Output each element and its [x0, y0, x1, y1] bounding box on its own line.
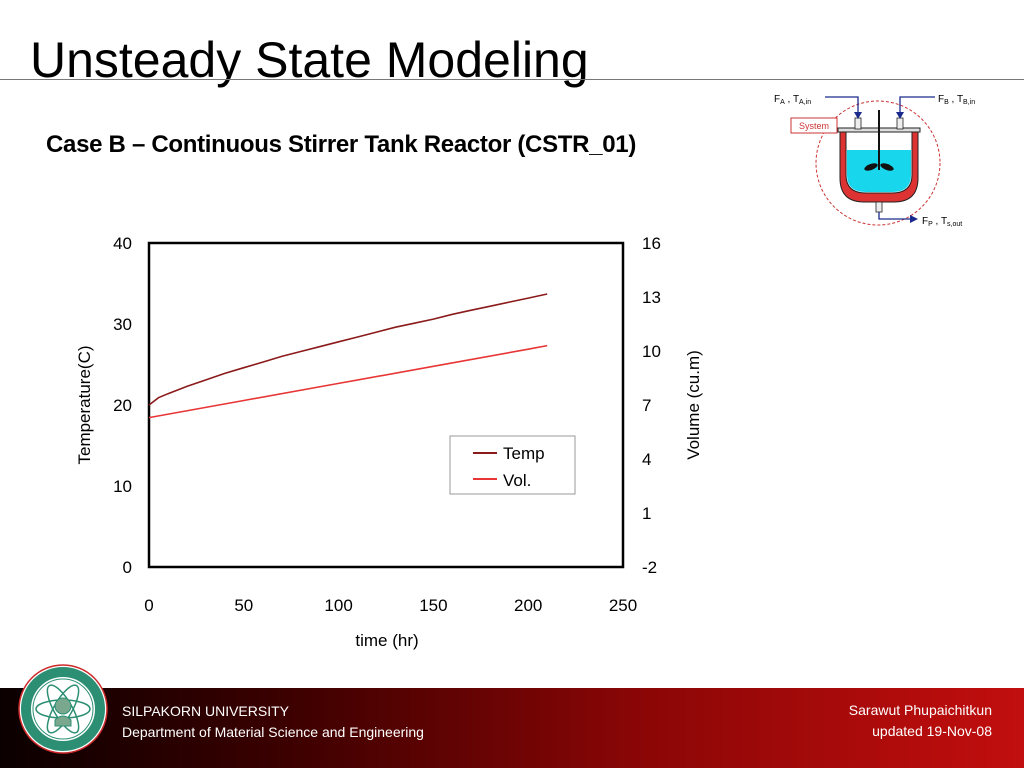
stirrer-blade-right: [880, 163, 894, 171]
university-seal-icon: [18, 664, 108, 754]
x-tick-label: 200: [514, 596, 542, 615]
x-tick-label: 50: [234, 596, 253, 615]
series-line-vol: [148, 344, 548, 419]
stirrer-blade-left: [864, 163, 878, 171]
title-divider: [0, 79, 1024, 80]
system-label-box: [790, 117, 838, 134]
x-tick-label: 0: [144, 596, 153, 615]
y2-tick-label: -2: [642, 558, 657, 577]
y-tick-label: 20: [113, 396, 132, 415]
product-label: FP , Ts,out: [922, 216, 962, 228]
product-arrowhead: [910, 215, 918, 223]
x-tick-label: 150: [419, 596, 447, 615]
y2-axis-label: Volume (cu.m): [684, 350, 703, 460]
y-tick-label: 30: [113, 315, 132, 334]
y-tick-label: 40: [113, 234, 132, 253]
university-name: SILPAKORN UNIVERSITY: [122, 703, 290, 719]
x-axis-label: time (hr): [355, 631, 418, 650]
feed-b-arrowhead: [896, 112, 904, 119]
author-name: Sarawut Phupaichitkun: [848, 702, 992, 718]
legend: Temp Vol.: [449, 435, 576, 495]
department-name: Department of Material Science and Engin…: [122, 724, 424, 740]
system-label: System: [799, 121, 829, 131]
footer-band: [0, 688, 1024, 768]
feed-a-arrowhead: [854, 112, 862, 119]
y2-tick-label: 16: [642, 234, 661, 253]
x-tick-label: 100: [324, 596, 352, 615]
feed-b-arrow: [899, 96, 935, 114]
system-boundary: [815, 100, 941, 226]
y2-tick-label: 4: [642, 450, 651, 469]
legend-label-temp: Temp: [503, 444, 545, 463]
feed-a-arrow: [825, 96, 859, 114]
feed-a-label: FA , TA,in: [774, 94, 811, 106]
y2-tick-label: 7: [642, 396, 651, 415]
product-arrow: [878, 212, 912, 220]
y2-tick-label: 10: [642, 342, 661, 361]
x-tick-label: 250: [609, 596, 637, 615]
y2-tick-label: 1: [642, 504, 651, 523]
slide-title: Unsteady State Modeling: [30, 32, 589, 88]
legend-box: [449, 435, 576, 495]
slide-subtitle: Case B – Continuous Stirrer Tank Reactor…: [46, 131, 637, 158]
updated-date: updated 19-Nov-08: [872, 723, 992, 739]
y-axis-label: Temperature(C): [75, 345, 94, 464]
plot-area: [147, 241, 625, 569]
y2-tick-label: 13: [642, 288, 661, 307]
reactor-liquid: [847, 150, 911, 192]
y-tick-label: 0: [123, 558, 132, 577]
y-tick-label: 10: [113, 477, 132, 496]
series-line-temp: [148, 293, 548, 406]
feed-b-label: FB , TB,in: [938, 94, 975, 106]
legend-label-vol: Vol.: [503, 471, 531, 490]
